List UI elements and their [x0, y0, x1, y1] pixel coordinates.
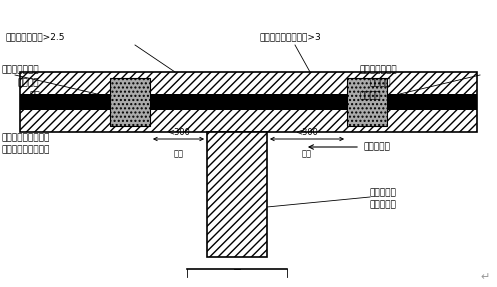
Text: 防护密闭接线盒: 防护密闭接线盒 [360, 65, 398, 74]
Text: 外侧: 外侧 [302, 149, 312, 158]
Bar [347, 78, 387, 126]
Text: 内侧: 内侧 [173, 149, 183, 158]
Text: 盖板: 盖板 [30, 91, 41, 100]
Text: 防护密闭门: 防护密闭门 [370, 188, 397, 197]
Text: ↵: ↵ [481, 272, 490, 282]
Bar [20, 94, 477, 110]
Bar [110, 78, 150, 126]
Text: 密闭隔墙、密闭隔墙: 密闭隔墙、密闭隔墙 [2, 145, 50, 154]
Text: <300: <300 [167, 128, 190, 137]
Text: 密闭加热镀锌钢板厚>3: 密闭加热镀锌钢板厚>3 [260, 32, 322, 41]
Bar [20, 72, 477, 132]
Text: 热镀锌钢管壁厚>2.5: 热镀锌钢管壁厚>2.5 [5, 32, 65, 41]
Text: 防护密闭接线盒: 防护密闭接线盒 [2, 65, 40, 74]
Text: 冲击波方向: 冲击波方向 [363, 143, 390, 152]
Text: 防护盖板: 防护盖板 [360, 91, 382, 100]
Text: <300: <300 [296, 128, 319, 137]
Text: 密闭填料: 密闭填料 [18, 78, 39, 87]
Text: 外墙、临空墙、防护: 外墙、临空墙、防护 [2, 133, 50, 142]
Text: 或临战封堵: 或临战封堵 [370, 200, 397, 209]
Text: 密闭填料: 密闭填料 [370, 78, 392, 87]
Bar [207, 132, 267, 257]
